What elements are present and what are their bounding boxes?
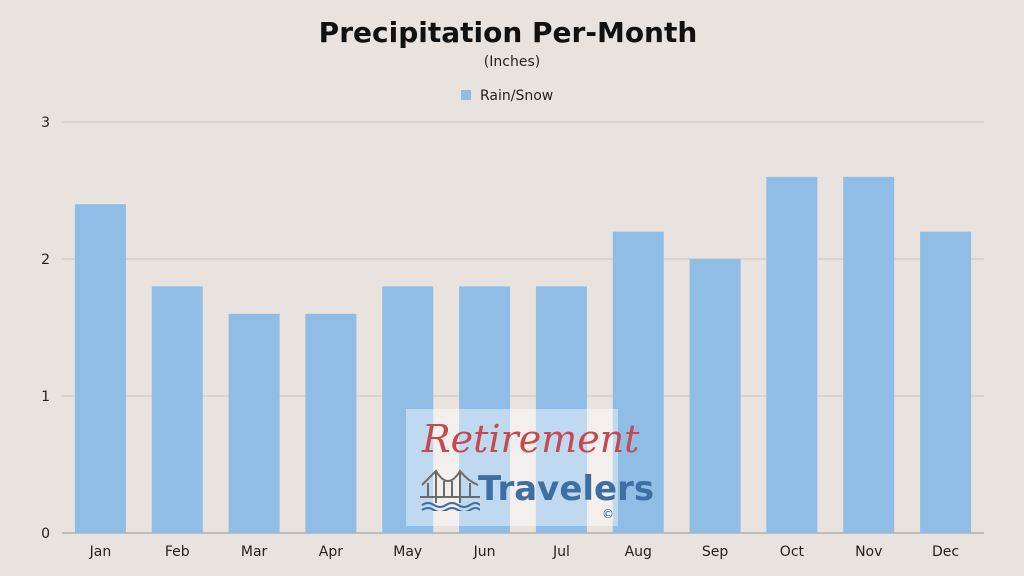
chart-subtitle: (Inches): [484, 54, 540, 70]
y-tick-label: 3: [41, 115, 50, 131]
x-tick-label: Jun: [473, 544, 496, 560]
bar-jun: [459, 286, 511, 533]
y-axis-ticks: 0 1 2 3: [41, 115, 50, 542]
y-tick-label: 1: [41, 389, 50, 405]
bar-oct: [766, 176, 818, 534]
x-tick-label: Aug: [625, 544, 652, 560]
legend-swatch: [461, 90, 471, 100]
bar-jul: [535, 286, 587, 533]
bar-apr: [305, 313, 357, 533]
chart-title: Precipitation Per-Month: [319, 16, 698, 49]
bar-aug: [612, 231, 664, 533]
gridlines: [62, 121, 984, 534]
x-tick-label: Mar: [241, 544, 268, 560]
x-tick-label: Apr: [319, 544, 343, 560]
x-tick-label: Jul: [552, 544, 570, 560]
bars: [74, 176, 972, 534]
y-tick-label: 0: [41, 526, 50, 542]
x-tick-label: Oct: [780, 544, 805, 560]
x-tick-label: May: [393, 544, 422, 560]
x-tick-label: Nov: [855, 544, 882, 560]
x-tick-label: Jan: [89, 544, 112, 560]
bar-may: [382, 286, 434, 533]
bar-mar: [228, 313, 280, 533]
bar-feb: [151, 286, 203, 533]
copyright-mark: ©: [602, 507, 614, 521]
bar-nov: [843, 176, 895, 534]
bar-jan: [74, 204, 126, 533]
x-axis-ticks: Jan Feb Mar Apr May Jun Jul Aug Sep Oct Nov Dec: [89, 544, 960, 560]
watermark-logo: Retirement Travelers ©: [406, 409, 654, 526]
y-tick-label: 2: [41, 252, 50, 268]
watermark-line1: Retirement: [422, 417, 640, 461]
x-tick-label: Dec: [932, 544, 959, 560]
watermark-line2: Travelers: [478, 469, 655, 509]
x-tick-label: Sep: [702, 544, 729, 560]
bridge-icon: [420, 469, 480, 511]
bar-dec: [920, 231, 972, 533]
x-tick-label: Feb: [165, 544, 190, 560]
legend-label: Rain/Snow: [480, 88, 553, 104]
bar-sep: [689, 259, 741, 533]
